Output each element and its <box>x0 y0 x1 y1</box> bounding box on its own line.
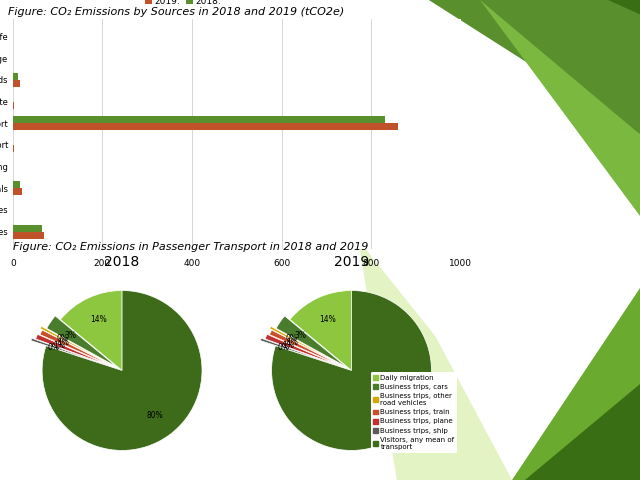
Text: 0%: 0% <box>285 334 298 343</box>
Text: 0%: 0% <box>48 343 60 352</box>
Wedge shape <box>42 290 202 450</box>
Wedge shape <box>269 326 341 365</box>
Wedge shape <box>265 334 340 366</box>
Wedge shape <box>271 290 431 450</box>
Text: Figure: CO₂ Emissions by Sources in 2018 and 2019 (tCO2e): Figure: CO₂ Emissions by Sources in 2018… <box>8 7 344 17</box>
Title: 2018: 2018 <box>104 255 140 269</box>
Text: 1%: 1% <box>53 341 65 350</box>
Wedge shape <box>276 316 346 367</box>
Wedge shape <box>31 338 107 365</box>
Text: 3%: 3% <box>294 331 306 340</box>
Text: 1%: 1% <box>57 338 68 347</box>
Legend: 2019., 2018.: 2019., 2018. <box>141 0 225 10</box>
Text: Figure: CO₂ Emissions in Passenger Transport in 2018 and 2019: Figure: CO₂ Emissions in Passenger Trans… <box>13 242 368 252</box>
Bar <box>13 225 42 232</box>
Wedge shape <box>36 334 111 366</box>
Wedge shape <box>260 338 337 365</box>
Legend: Daily migration, Business trips, cars, Business trips, other
road vehicles, Busi: Daily migration, Business trips, cars, B… <box>371 372 458 453</box>
Text: 1%: 1% <box>286 338 298 347</box>
Bar <box>13 80 19 87</box>
Bar <box>13 116 385 123</box>
Bar <box>13 123 398 130</box>
Bar <box>13 232 44 239</box>
Bar <box>13 181 19 188</box>
Bar <box>13 73 18 80</box>
Bar <box>13 188 22 195</box>
Text: 1%: 1% <box>282 341 294 350</box>
Text: 0%: 0% <box>56 334 68 343</box>
Wedge shape <box>47 316 116 367</box>
Text: 14%: 14% <box>90 315 107 324</box>
Text: 80%: 80% <box>147 411 163 420</box>
Wedge shape <box>290 290 351 371</box>
Text: 0%: 0% <box>278 343 289 352</box>
Text: 80%: 80% <box>376 411 393 420</box>
Title: 2019: 2019 <box>334 255 369 269</box>
Wedge shape <box>40 330 113 366</box>
Text: 14%: 14% <box>319 315 336 324</box>
Wedge shape <box>60 290 122 371</box>
Wedge shape <box>40 326 111 365</box>
Text: 3%: 3% <box>65 331 77 340</box>
Wedge shape <box>269 330 343 366</box>
